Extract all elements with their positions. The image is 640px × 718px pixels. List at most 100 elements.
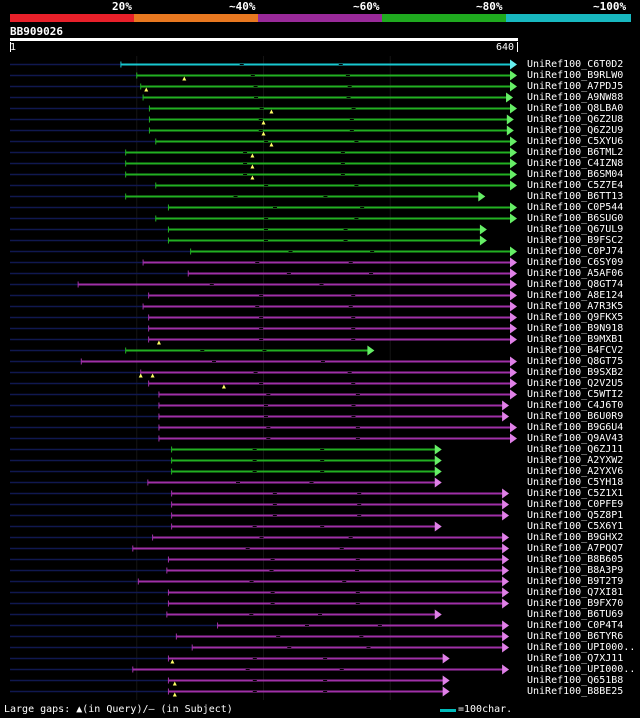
hit-label[interactable]: UniRef100_C5X6Y1 [527,521,624,532]
hit-label[interactable]: UniRef100_C0PFE9 [527,499,624,510]
ruler-tick-end [517,42,518,52]
hit-label[interactable]: UniRef100_C4IZN8 [527,158,624,169]
hit-end-arrow [434,466,442,477]
hit-end-arrow [434,477,442,488]
hit-label[interactable]: UniRef100_Q8GT75 [527,356,624,367]
hit-label[interactable]: UniRef100_C5Z1X1 [527,488,624,499]
hit-label[interactable]: UniRef100_B6TU69 [527,609,624,620]
hit-end-arrow [506,114,514,125]
hit-label[interactable]: UniRef100_A7PQQ7 [527,543,624,554]
hit-label[interactable]: UniRef100_A2YXW2 [527,455,624,466]
hit-label[interactable]: UniRef100_C5YH18 [527,477,624,488]
query-gap-marker [269,142,274,147]
ruler-end-label: 640 [496,42,515,53]
hit-label[interactable]: UniRef100_A8E124 [527,290,624,301]
hit-end-arrow [502,642,510,653]
hit-label[interactable]: UniRef100_B9RLW0 [527,70,624,81]
hit-end-arrow [510,378,517,389]
hit-label[interactable]: UniRef100_A9NW88 [527,92,624,103]
hit-label[interactable]: UniRef100_C0PJ74 [527,246,624,257]
hit-label[interactable]: UniRef100_B8B605 [527,554,624,565]
hit-label[interactable]: UniRef100_B6TT13 [527,191,624,202]
hit-label[interactable]: UniRef100_UPI000.. [527,664,636,675]
key-segment [10,14,135,22]
hit-label[interactable]: UniRef100_Q7XI81 [527,587,624,598]
hit-label[interactable]: UniRef100_C4J6T0 [527,400,624,411]
gap-legend: Large gaps: ▲(in Query)/– (in Subject) [4,704,233,715]
hit-end-arrow [434,521,442,532]
hit-end-arrow [502,664,510,675]
hit-label[interactable]: UniRef100_A2YXV6 [527,466,624,477]
query-gap-marker [250,153,255,158]
hit-end-arrow [510,59,517,70]
hit-end-arrow [510,158,517,169]
hit-end-arrow [510,202,517,213]
hit-label[interactable]: UniRef100_A5AF06 [527,268,624,279]
hit-label[interactable]: UniRef100_A7R3K5 [527,301,624,312]
hit-end-arrow [434,444,442,455]
hit-end-arrow [434,455,442,466]
hit-label[interactable]: UniRef100_B6SUG0 [527,213,624,224]
hit-label[interactable]: UniRef100_C5WTI2 [527,389,624,400]
hit-end-arrow [502,631,510,642]
hit-label[interactable]: UniRef100_A7PDJ5 [527,81,624,92]
hit-label[interactable]: UniRef100_C0P4T4 [527,620,624,631]
hit-end-arrow [442,686,450,697]
hit-end-arrow [502,532,510,543]
hit-label[interactable]: UniRef100_C5Z7E4 [527,180,624,191]
hit-label[interactable]: UniRef100_B9SXB2 [527,367,624,378]
hit-end-arrow [478,191,486,202]
hit-end-arrow [506,125,514,136]
hit-label[interactable]: UniRef100_B9MXB1 [527,334,624,345]
scale-label-40: ~40% [229,0,256,13]
hit-end-arrow [510,257,517,268]
hit-label[interactable]: UniRef100_B6TYR6 [527,631,624,642]
hit-label[interactable]: UniRef100_Q9AV43 [527,433,624,444]
hit-label[interactable]: UniRef100_C0P544 [527,202,624,213]
hit-end-arrow [510,279,517,290]
hit-label[interactable]: UniRef100_B6TML2 [527,147,624,158]
hit-label[interactable]: UniRef100_Q5Z8P1 [527,510,624,521]
hit-label[interactable]: UniRef100_C6SY09 [527,257,624,268]
hit-label[interactable]: UniRef100_B6U0R9 [527,411,624,422]
hit-label[interactable]: UniRef100_Q6Z2U8 [527,114,624,125]
hit-end-arrow [510,323,517,334]
hit-label[interactable]: UniRef100_B8A3P9 [527,565,624,576]
query-bar [10,38,518,41]
hit-label[interactable]: UniRef100_B9FX70 [527,598,624,609]
hit-label[interactable]: UniRef100_B9T2T9 [527,576,624,587]
hit-label[interactable]: UniRef100_Q8LBA0 [527,103,624,114]
hit-label[interactable]: UniRef100_Q2V2U5 [527,378,624,389]
hit-label[interactable]: UniRef100_B9N918 [527,323,624,334]
hit-label[interactable]: UniRef100_B9GHX2 [527,532,624,543]
hit-end-arrow [510,389,517,400]
scale-label-20: 20% [112,0,132,13]
hit-label[interactable]: UniRef100_B9FSC2 [527,235,624,246]
hit-label[interactable]: UniRef100_Q6Z2U9 [527,125,624,136]
hit-label[interactable]: UniRef100_C5XYU6 [527,136,624,147]
hit-end-arrow [502,598,510,609]
query-gap-marker [250,164,255,169]
hit-label[interactable]: UniRef100_Q6ZJ11 [527,444,624,455]
hit-label[interactable]: UniRef100_C6T0D2 [527,59,624,70]
hit-label[interactable]: UniRef100_Q8GT74 [527,279,624,290]
query-gap-marker [269,109,274,114]
hit-label[interactable]: UniRef100_B9G6U4 [527,422,624,433]
hit-label[interactable]: UniRef100_UPI000.. [527,642,636,653]
hit-label[interactable]: UniRef100_Q9FKX5 [527,312,624,323]
hit-end-arrow [502,576,510,587]
hit-end-arrow [510,290,517,301]
hit-label[interactable]: UniRef100_Q651B8 [527,675,624,686]
query-gap-marker [261,131,266,136]
hit-label[interactable]: UniRef100_B4FCV2 [527,345,624,356]
hit-label[interactable]: UniRef100_B8BE25 [527,686,624,697]
hit-end-arrow [479,235,487,246]
hit-end-arrow [510,246,517,257]
hit-label[interactable]: UniRef100_Q67UL9 [527,224,624,235]
key-segment [506,14,631,22]
hit-end-arrow [502,565,510,576]
hit-end-arrow [510,103,517,114]
hit-end-arrow [510,301,517,312]
hit-label[interactable]: UniRef100_B6SM04 [527,169,624,180]
hit-label[interactable]: UniRef100_Q7XJ11 [527,653,624,664]
